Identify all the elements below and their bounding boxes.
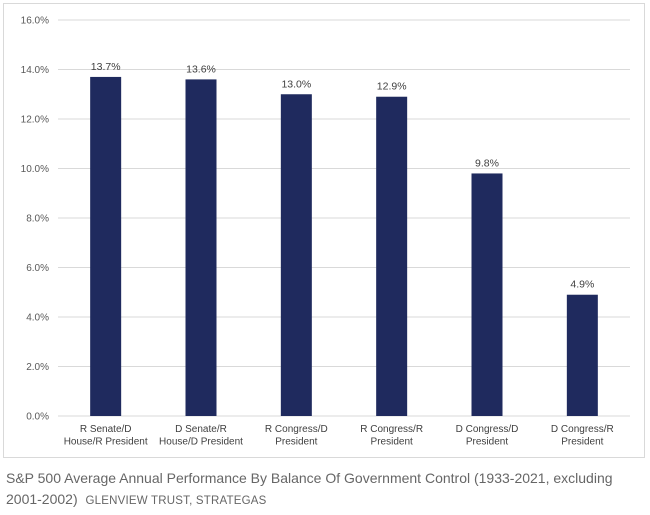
y-tick-label: 6.0% bbox=[26, 263, 49, 274]
figure-caption: S&P 500 Average Annual Performance By Ba… bbox=[6, 468, 636, 512]
data-label: 13.6% bbox=[186, 63, 216, 75]
data-label: 4.9% bbox=[570, 279, 594, 291]
x-category-label: President bbox=[561, 437, 603, 448]
caption-text: S&P 500 Average Annual Performance By Ba… bbox=[6, 470, 613, 507]
y-tick-label: 8.0% bbox=[26, 214, 49, 225]
bar bbox=[280, 94, 312, 416]
bar bbox=[90, 76, 122, 417]
x-category-label: R Congress/R bbox=[360, 424, 423, 435]
x-category-label: President bbox=[371, 437, 413, 448]
chart-frame: 0.0% 2.0% 4.0% 6.0% 8.0% 10.0% 12.0% 14.0% 16.0%… bbox=[3, 3, 645, 458]
bar-chart: 0.0% 2.0% 4.0% 6.0% 8.0% 10.0% 12.0% 14.0% 16.0%… bbox=[21, 16, 630, 448]
x-category-label: R Congress/D bbox=[265, 424, 328, 435]
x-category-label: House/R President bbox=[64, 437, 148, 448]
y-tick-label: 4.0% bbox=[26, 313, 49, 324]
y-tick-label: 2.0% bbox=[26, 362, 49, 373]
x-category-label: D Congress/D bbox=[456, 424, 519, 435]
y-tick-label: 14.0% bbox=[21, 65, 49, 76]
bar bbox=[185, 79, 217, 417]
data-label: 9.8% bbox=[475, 157, 499, 169]
bar bbox=[376, 96, 408, 416]
bar bbox=[471, 173, 503, 416]
x-category-label: D Senate/R bbox=[175, 424, 227, 435]
bar bbox=[566, 294, 598, 416]
x-category-label: President bbox=[275, 437, 317, 448]
data-label: 13.0% bbox=[281, 78, 311, 90]
y-tick-label: 16.0% bbox=[21, 16, 49, 27]
y-tick-label: 0.0% bbox=[26, 412, 49, 423]
x-category-label: D Congress/R bbox=[551, 424, 614, 435]
y-tick-label: 10.0% bbox=[21, 164, 49, 175]
x-category-label: President bbox=[466, 437, 508, 448]
x-category-label: R Senate/D bbox=[80, 424, 132, 435]
data-label: 12.9% bbox=[377, 81, 407, 93]
x-category-label: House/D President bbox=[159, 437, 243, 448]
caption-source: GLENVIEW TRUST, STRATEGAS bbox=[85, 495, 267, 507]
y-tick-label: 12.0% bbox=[21, 115, 49, 126]
data-label: 13.7% bbox=[91, 61, 121, 73]
